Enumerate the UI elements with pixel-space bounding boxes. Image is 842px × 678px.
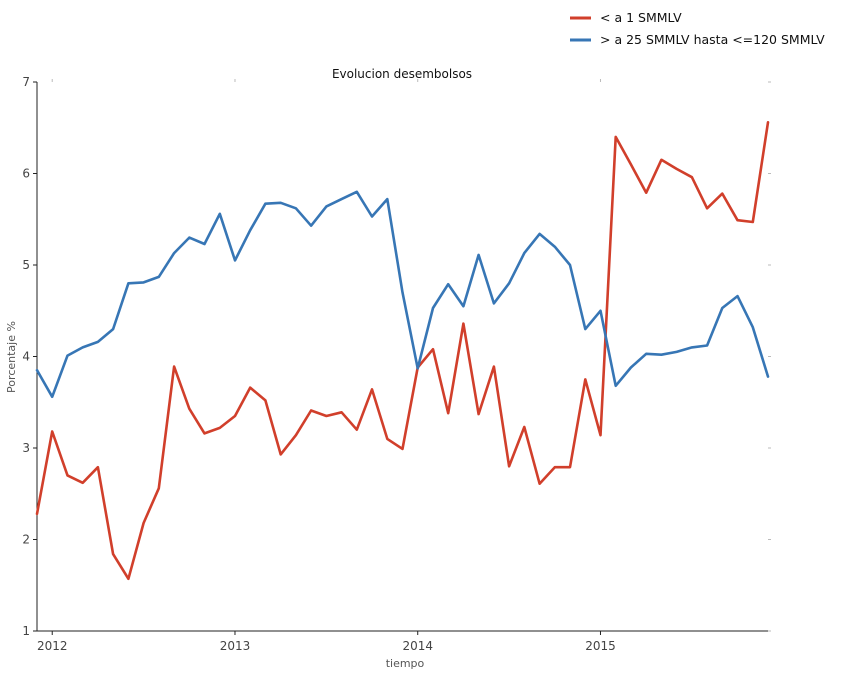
- y-tick-label: 6: [22, 167, 30, 181]
- x-tick-label: 2015: [585, 639, 616, 653]
- series-lines: [35, 121, 770, 581]
- chart-title: Evolucion desembolsos: [332, 67, 472, 81]
- series-line-2: [35, 190, 770, 399]
- y-tick-label: 1: [22, 624, 30, 638]
- legend-label-series-2: > a 25 SMMLV hasta <=120 SMMLV: [600, 32, 825, 47]
- y-axis-title: Porcentaje %: [5, 321, 18, 393]
- y-tick-label: 2: [22, 533, 30, 547]
- x-tick-label: 2014: [402, 639, 433, 653]
- legend-label-series-1: < a 1 SMMLV: [600, 10, 682, 25]
- series-line-1: [35, 121, 770, 581]
- y-tick-label: 5: [22, 258, 30, 272]
- x-ticks: 2012 2013 2014 2015: [37, 79, 616, 653]
- x-tick-label: 2012: [37, 639, 68, 653]
- y-ticks: 1 2 3 4 5 6 7: [22, 75, 771, 638]
- x-axis-title: tiempo: [386, 657, 425, 670]
- y-tick-label: 4: [22, 350, 30, 364]
- y-tick-label: 3: [22, 441, 30, 455]
- legend: < a 1 SMMLV > a 25 SMMLV hasta <=120 SMM…: [570, 10, 825, 47]
- y-tick-label: 7: [22, 75, 30, 89]
- x-tick-label: 2013: [220, 639, 251, 653]
